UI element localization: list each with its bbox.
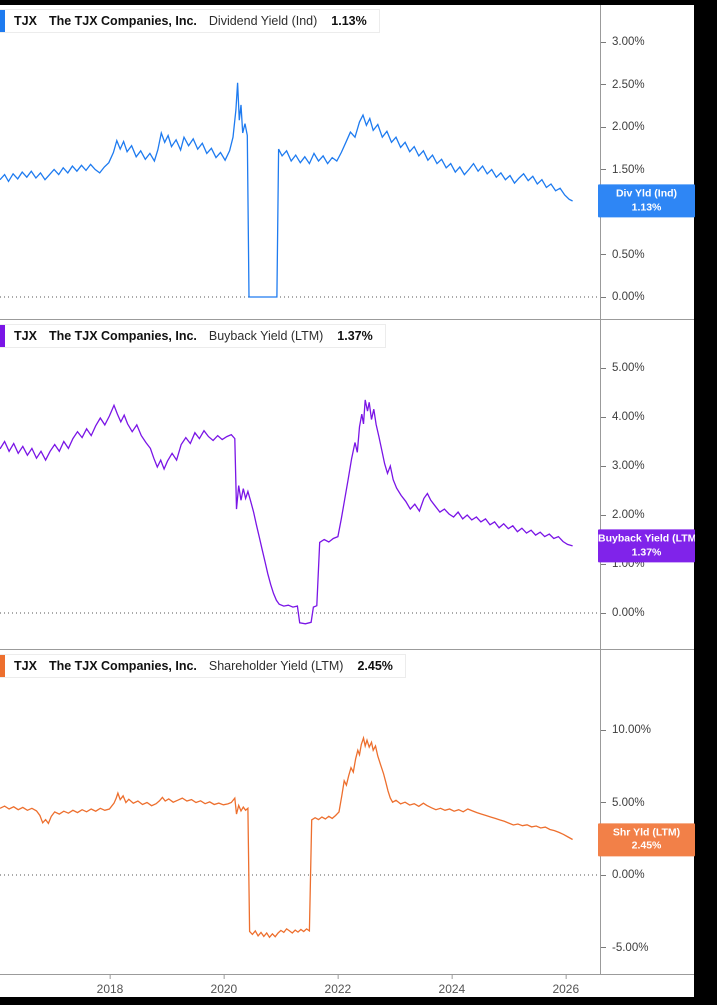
x-tick-label: 2020 [210, 975, 238, 996]
chart-panels: Div Yld (Ind) 1.13% 3.00% 2.50% 2.00% 1.50%… [0, 5, 695, 975]
metric-value-label: 2.45% [357, 659, 393, 673]
y-tick-mark [601, 947, 606, 948]
ticker-label: TJX [14, 659, 37, 673]
company-name-label: The TJX Companies, Inc. [48, 659, 197, 673]
badge-value-label: 1.13% [631, 201, 662, 213]
badge-metric-label: Shr Yld (LTM) [612, 825, 681, 838]
y-tick-label: 1.50% [601, 164, 645, 176]
x-tick-label: 2024 [438, 975, 466, 996]
y-tick-mark [601, 367, 606, 369]
ticker-label: TJX [14, 329, 37, 343]
panel-shareholder-yield: Shr Yld (LTM) 2.45% 10.00% 5.00% 0.00% -5.0… [0, 650, 695, 975]
y-tick-label: 2.00% [601, 509, 645, 521]
badge-metric-label: Div Yld (Ind) [615, 187, 678, 200]
shareholder-yield-line-chart[interactable] [0, 650, 600, 975]
shareholder-yield-value-badge: Shr Yld (LTM) 2.45% [598, 822, 695, 857]
x-tick-label: 2022 [324, 975, 352, 996]
ticker-label: TJX [14, 14, 37, 28]
y-tick-mark [601, 874, 606, 876]
y-tick-label: 5.00% [601, 797, 645, 809]
y-tick-label: 2.50% [601, 79, 645, 91]
y-tick-mark [601, 802, 606, 803]
buyback-yield-line-chart[interactable] [0, 320, 600, 650]
y-tick-mark [601, 84, 606, 85]
chart-header-dividend-yield: TJX The TJX Companies, Inc. Dividend Yie… [0, 9, 380, 33]
badge-metric-label: Buyback Yield (LTM) [598, 532, 695, 545]
y-tick-label: 5.00% [601, 362, 645, 374]
y-tick-label: 0.00% [601, 607, 645, 619]
metric-name-label: Shareholder Yield (LTM) [208, 659, 344, 673]
y-tick-mark [601, 612, 606, 614]
y-tick-label: 2.00% [601, 121, 645, 133]
x-tick-label: 2026 [552, 975, 580, 996]
y-tick-label: 3.00% [601, 460, 645, 472]
y-axis-shareholder-yield: Shr Yld (LTM) 2.45% 10.00% 5.00% 0.00% -5.0… [598, 650, 695, 974]
top-frame-bar [0, 0, 717, 5]
y-tick-label: 10.00% [601, 724, 651, 736]
dividend-yield-line-chart[interactable] [0, 5, 600, 320]
series-color-chip [0, 10, 5, 32]
y-tick-label: 0.50% [601, 249, 645, 261]
y-tick-mark [601, 514, 606, 516]
y-tick-mark [601, 296, 606, 298]
y-axis-dividend-yield: Div Yld (Ind) 1.13% 3.00% 2.50% 2.00% 1.50%… [598, 5, 695, 319]
right-frame-bar [694, 0, 717, 1005]
chart-header-shareholder-yield: TJX The TJX Companies, Inc. Shareholder … [0, 654, 406, 678]
panel-dividend-yield: Div Yld (Ind) 1.13% 3.00% 2.50% 2.00% 1.50%… [0, 5, 695, 320]
y-tick-mark [601, 169, 606, 170]
buyback-yield-value-badge: Buyback Yield (LTM) 1.37% [598, 529, 695, 563]
metric-value-label: 1.37% [337, 329, 373, 343]
y-tick-label: 0.00% [601, 869, 645, 881]
y-tick-mark [601, 563, 606, 565]
y-axis-buyback-yield: Buyback Yield (LTM) 1.37% 5.00% 4.00% 3.00… [598, 320, 695, 649]
panel-buyback-yield: Buyback Yield (LTM) 1.37% 5.00% 4.00% 3.00… [0, 320, 695, 650]
y-tick-mark [601, 729, 606, 731]
y-tick-mark [601, 41, 606, 43]
y-tick-mark [601, 465, 606, 467]
x-axis-labels: 2018 2020 2022 2024 2026 [0, 975, 694, 997]
y-tick-label: 4.00% [601, 411, 645, 423]
company-name-label: The TJX Companies, Inc. [48, 14, 197, 28]
bottom-frame-bar [0, 997, 717, 1005]
y-tick-mark [601, 126, 606, 128]
company-name-label: The TJX Companies, Inc. [48, 329, 197, 343]
y-tick-mark [601, 254, 606, 255]
series-color-chip [0, 655, 5, 677]
y-tick-mark [601, 416, 606, 418]
badge-value-label: 1.37% [631, 545, 662, 558]
metric-name-label: Dividend Yield (Ind) [208, 14, 318, 28]
y-tick-label: 0.00% [601, 291, 645, 303]
dividend-yield-value-badge: Div Yld (Ind) 1.13% [598, 184, 695, 218]
series-color-chip [0, 325, 5, 347]
badge-value-label: 2.45% [631, 839, 662, 852]
x-tick-label: 2018 [96, 975, 124, 996]
chart-header-buyback-yield: TJX The TJX Companies, Inc. Buyback Yiel… [0, 324, 386, 348]
y-tick-label: 3.00% [601, 36, 645, 48]
y-tick-label: -5.00% [601, 942, 648, 954]
metric-name-label: Buyback Yield (LTM) [208, 329, 324, 343]
metric-value-label: 1.13% [331, 14, 367, 28]
